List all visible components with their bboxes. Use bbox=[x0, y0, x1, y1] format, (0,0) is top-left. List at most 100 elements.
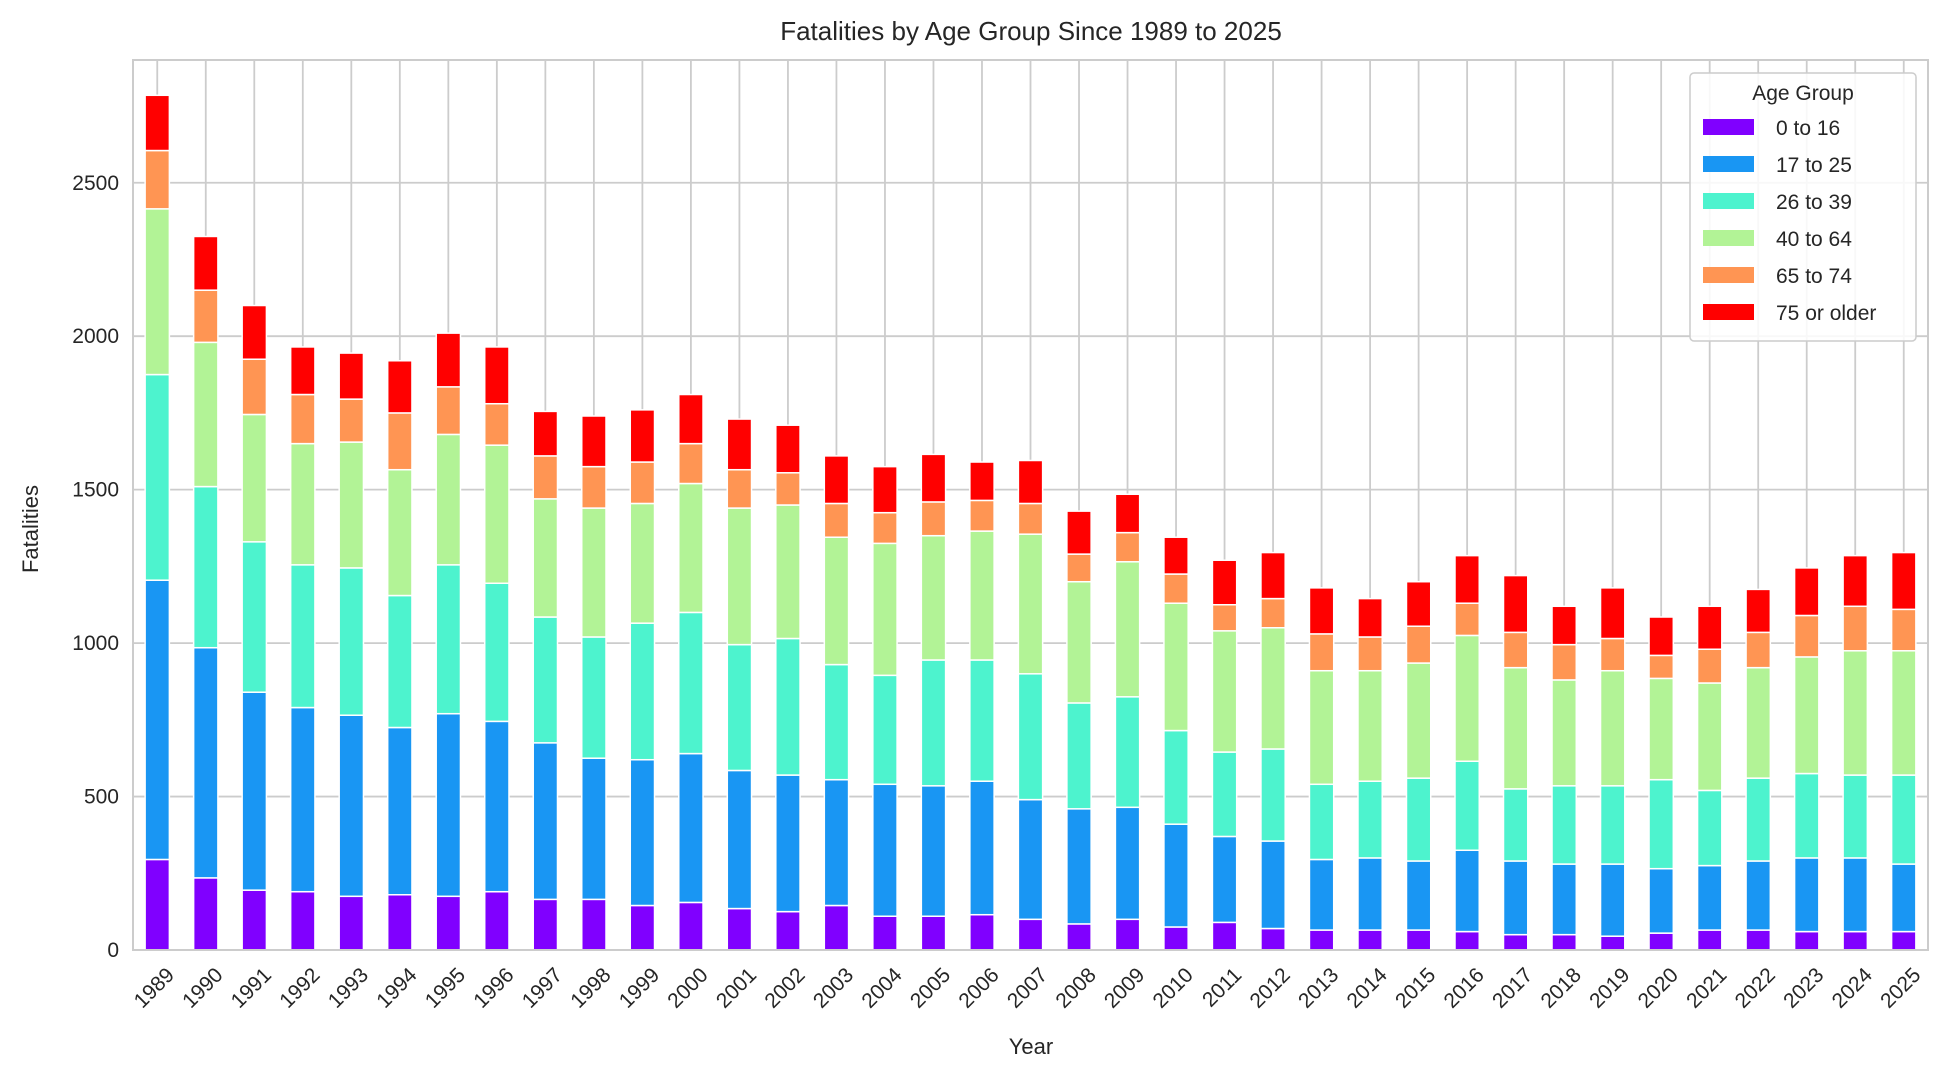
bar-segment-65-to-74-1990 bbox=[192, 289, 219, 344]
bar-segment-75-or-older-2025 bbox=[1890, 551, 1917, 611]
bar-segment-75-or-older-2006 bbox=[969, 461, 995, 502]
legend-swatch bbox=[1703, 119, 1754, 135]
bar-segment-65-to-74-2023 bbox=[1793, 614, 1820, 658]
y-tick-label: 2000 bbox=[72, 325, 119, 348]
bar-segment-26-to-39-1995 bbox=[435, 564, 462, 715]
bar-segment-65-to-74-2019 bbox=[1599, 637, 1626, 672]
bar-segment-75-or-older-2014 bbox=[1357, 597, 1383, 638]
bar-segment-0-to-16-2023 bbox=[1793, 930, 1820, 951]
legend-swatch bbox=[1703, 156, 1754, 172]
plot-frame bbox=[132, 59, 1929, 951]
bar-segment-40-to-64-2025 bbox=[1890, 650, 1917, 776]
bar-segment-26-to-39-2012 bbox=[1260, 748, 1286, 842]
bar-segment-26-to-39-2002 bbox=[775, 637, 801, 776]
legend-label: 26 to 39 bbox=[1776, 191, 1852, 214]
bar-segment-26-to-39-2016 bbox=[1454, 760, 1481, 852]
bar-segment-75-or-older-1994 bbox=[386, 360, 413, 414]
bar-segment-40-to-64-2014 bbox=[1357, 669, 1383, 782]
bar-segment-65-to-74-2016 bbox=[1454, 602, 1481, 637]
bar-segment-75-or-older-1992 bbox=[289, 346, 316, 396]
bar-segment-75-or-older-1991 bbox=[241, 304, 268, 360]
bar-segment-75-or-older-1989 bbox=[144, 94, 171, 152]
bar-segment-17-to-25-2010 bbox=[1163, 823, 1189, 928]
bar-segment-65-to-74-1999 bbox=[629, 461, 656, 505]
bar-segment-75-or-older-2008 bbox=[1066, 510, 1092, 555]
bar-segment-65-to-74-2011 bbox=[1211, 603, 1238, 632]
bar-segment-17-to-25-1989 bbox=[144, 579, 171, 861]
bar-segment-26-to-39-2007 bbox=[1017, 673, 1044, 801]
bar-segment-17-to-25-2012 bbox=[1260, 840, 1286, 930]
bar-segment-65-to-74-1993 bbox=[338, 398, 365, 443]
bar-segment-17-to-25-1995 bbox=[435, 712, 462, 898]
bar-segment-17-to-25-2024 bbox=[1842, 857, 1869, 933]
bar-segment-65-to-74-1998 bbox=[581, 465, 607, 509]
bar-segment-26-to-39-2025 bbox=[1890, 774, 1917, 865]
bar-segment-65-to-74-1992 bbox=[289, 393, 316, 445]
bar-segment-26-to-39-2013 bbox=[1308, 783, 1335, 861]
bar-segment-65-to-74-2025 bbox=[1890, 608, 1917, 652]
bar-segment-17-to-25-2004 bbox=[872, 783, 898, 917]
bar-segment-75-or-older-2021 bbox=[1696, 605, 1723, 650]
bar-segment-17-to-25-2015 bbox=[1405, 860, 1432, 931]
bar-segment-75-or-older-2020 bbox=[1648, 616, 1675, 657]
bar-segment-65-to-74-1997 bbox=[532, 455, 559, 500]
bar-segment-0-to-16-2004 bbox=[872, 915, 898, 951]
legend-swatch bbox=[1703, 230, 1754, 246]
bar-segment-75-or-older-2019 bbox=[1599, 587, 1626, 640]
legend-swatch bbox=[1703, 267, 1754, 283]
bar-segment-65-to-74-1994 bbox=[386, 412, 413, 471]
bar-segment-75-or-older-1999 bbox=[629, 409, 656, 463]
y-tick-label: 500 bbox=[84, 786, 119, 809]
bar-segment-40-to-64-2011 bbox=[1211, 630, 1238, 753]
bar-segment-17-to-25-1992 bbox=[289, 706, 316, 893]
bar-segment-17-to-25-2022 bbox=[1745, 860, 1772, 931]
x-axis-label: Year bbox=[1009, 1034, 1053, 1059]
bar-segment-40-to-64-2021 bbox=[1696, 682, 1723, 792]
bar-segment-75-or-older-1996 bbox=[483, 346, 510, 405]
bar-segment-75-or-older-1998 bbox=[581, 415, 607, 468]
bar-segment-17-to-25-1991 bbox=[241, 691, 268, 891]
bar-segment-65-to-74-2004 bbox=[872, 511, 898, 545]
bar-segment-75-or-older-2015 bbox=[1405, 580, 1432, 627]
bar-segment-40-to-64-2024 bbox=[1842, 650, 1869, 776]
bar-segment-75-or-older-2004 bbox=[872, 465, 898, 514]
bar-segment-17-to-25-2023 bbox=[1793, 857, 1820, 933]
bar-segment-0-to-16-2014 bbox=[1357, 929, 1383, 951]
bar-segment-40-to-64-2018 bbox=[1551, 679, 1578, 787]
bar-segment-75-or-older-1997 bbox=[532, 410, 559, 457]
bar-segment-40-to-64-2022 bbox=[1745, 666, 1772, 779]
bar-segment-65-to-74-2022 bbox=[1745, 631, 1772, 669]
bar-segment-65-to-74-2009 bbox=[1114, 531, 1141, 563]
bar-segment-0-to-16-2024 bbox=[1842, 930, 1869, 951]
bar-segment-17-to-25-1999 bbox=[629, 758, 656, 907]
bar-segment-17-to-25-1997 bbox=[532, 742, 559, 901]
bar-segment-26-to-39-1991 bbox=[241, 541, 268, 693]
bar-segment-40-to-64-1989 bbox=[144, 208, 171, 376]
bar-segment-0-to-16-1996 bbox=[483, 890, 510, 951]
bar-segment-40-to-64-2010 bbox=[1163, 602, 1189, 732]
bar-segment-65-to-74-2006 bbox=[969, 499, 995, 532]
bar-segment-0-to-16-2020 bbox=[1648, 932, 1675, 951]
y-tick-label: 2500 bbox=[72, 172, 119, 195]
bar-segment-26-to-39-1998 bbox=[581, 636, 607, 759]
bar-segment-0-to-16-2013 bbox=[1308, 929, 1335, 951]
bar-segment-40-to-64-2019 bbox=[1599, 669, 1626, 787]
bar-segment-40-to-64-2002 bbox=[775, 504, 801, 640]
bar-segment-0-to-16-2002 bbox=[775, 910, 801, 951]
bar-segment-0-to-16-2015 bbox=[1405, 929, 1432, 951]
bar-segment-75-or-older-2012 bbox=[1260, 551, 1286, 600]
bar-segment-0-to-16-2017 bbox=[1502, 933, 1529, 951]
bar-segment-26-to-39-2024 bbox=[1842, 774, 1869, 859]
legend-label: 75 or older bbox=[1776, 302, 1876, 325]
bar-segment-40-to-64-1995 bbox=[435, 433, 462, 566]
bar-segment-26-to-39-2017 bbox=[1502, 788, 1529, 862]
bar-segment-40-to-64-1997 bbox=[532, 498, 559, 618]
bar-segment-17-to-25-1990 bbox=[192, 646, 219, 879]
bars bbox=[144, 94, 1917, 951]
bar-segment-17-to-25-2020 bbox=[1648, 867, 1675, 934]
y-axis-label: Fatalities bbox=[18, 485, 43, 573]
chart-title: Fatalities by Age Group Since 1989 to 20… bbox=[780, 16, 1282, 46]
legend-swatch bbox=[1703, 304, 1754, 320]
bar-segment-17-to-25-2003 bbox=[823, 778, 850, 907]
